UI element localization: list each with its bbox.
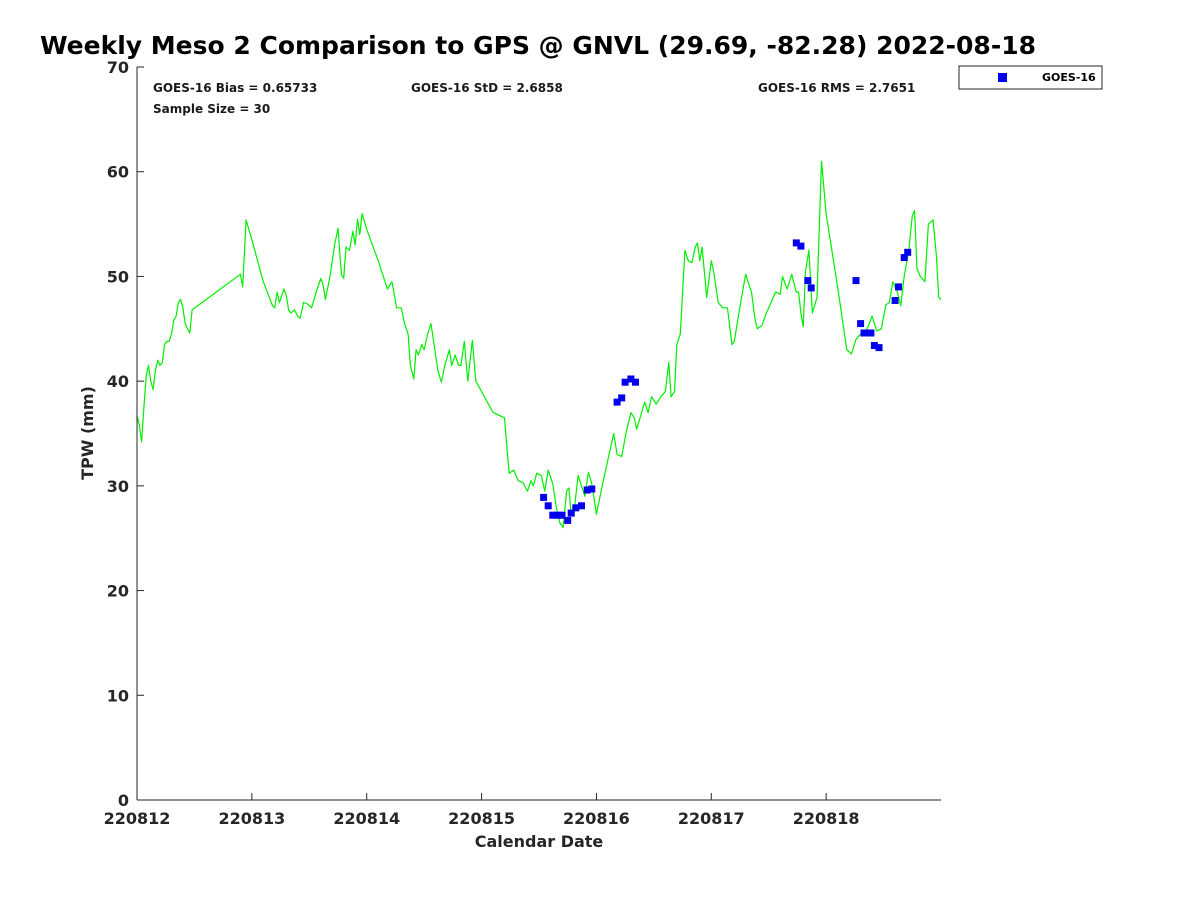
goes16-point bbox=[567, 509, 575, 517]
legend-label-goes16: GOES-16 bbox=[1042, 71, 1096, 84]
goes16-point bbox=[564, 516, 572, 524]
x-tick-label: 220816 bbox=[563, 809, 630, 828]
x-tick-label: 220813 bbox=[218, 809, 285, 828]
legend-box bbox=[958, 65, 1103, 90]
goes16-point bbox=[549, 511, 557, 519]
x-tick-label: 220818 bbox=[793, 809, 860, 828]
legend-marker-goes16 bbox=[998, 73, 1007, 82]
stat-bias: GOES-16 Bias = 0.65733 bbox=[153, 81, 317, 95]
goes16-point bbox=[621, 378, 629, 386]
goes16-point bbox=[540, 493, 548, 501]
goes16-point bbox=[900, 254, 908, 262]
goes16-point bbox=[870, 342, 878, 349]
goes16-point bbox=[578, 502, 585, 510]
stat-sample-size: Sample Size = 30 bbox=[153, 102, 270, 116]
goes16-point bbox=[804, 277, 812, 285]
y-tick-label: 40 bbox=[107, 372, 129, 391]
x-axis-label: Calendar Date bbox=[475, 832, 604, 851]
goes16-point bbox=[852, 277, 860, 285]
goes16-point bbox=[891, 297, 899, 304]
y-axis-ticks: 0 10 20 30 40 50 60 70 bbox=[107, 58, 144, 810]
goes16-point bbox=[895, 283, 902, 291]
goes16-point bbox=[583, 486, 591, 494]
goes16-point bbox=[558, 511, 566, 519]
y-tick-label: 20 bbox=[107, 582, 129, 601]
goes16-point bbox=[904, 248, 912, 256]
x-tick-label: 220815 bbox=[448, 809, 515, 828]
goes16-point bbox=[875, 344, 883, 352]
goes16-point bbox=[857, 320, 865, 328]
gps-tpw-series bbox=[136, 160, 942, 529]
goes16-point bbox=[618, 394, 626, 402]
goes16-tpw-series bbox=[540, 239, 912, 524]
goes16-point bbox=[860, 329, 868, 337]
x-tick-label: 220812 bbox=[104, 809, 171, 828]
goes16-point bbox=[572, 504, 580, 512]
goes16-point bbox=[632, 378, 639, 386]
x-axis-ticks: 220812 220813 220814 220815 220816 220817 2208… bbox=[104, 793, 860, 828]
goes16-point bbox=[588, 485, 596, 493]
goes16-point bbox=[807, 284, 815, 292]
y-tick-label: 10 bbox=[107, 686, 129, 705]
stat-rms: GOES-16 RMS = 2.7651 bbox=[758, 81, 915, 95]
goes16-point bbox=[792, 239, 800, 247]
plot-area bbox=[136, 67, 942, 801]
chart-title: Weekly Meso 2 Comparison to GPS @ GNVL (… bbox=[40, 31, 1036, 60]
goes16-point bbox=[544, 502, 552, 510]
legend: GOES-16 bbox=[958, 65, 1103, 90]
goes16-point bbox=[553, 511, 561, 519]
goes16-point bbox=[613, 398, 621, 406]
stat-std: GOES-16 StD = 2.6858 bbox=[411, 81, 563, 95]
goes16-point bbox=[797, 242, 805, 250]
y-tick-label: 0 bbox=[118, 791, 129, 810]
x-tick-label: 220817 bbox=[678, 809, 745, 828]
y-axis-label: TPW (mm) bbox=[78, 386, 97, 480]
y-tick-label: 50 bbox=[107, 267, 129, 286]
y-tick-label: 30 bbox=[107, 477, 129, 496]
y-tick-label: 60 bbox=[107, 163, 129, 182]
goes16-point bbox=[627, 375, 635, 383]
y-tick-label: 70 bbox=[107, 58, 129, 77]
x-tick-label: 220814 bbox=[333, 809, 400, 828]
gps-tpw-line bbox=[136, 160, 942, 529]
goes16-point bbox=[867, 329, 875, 337]
